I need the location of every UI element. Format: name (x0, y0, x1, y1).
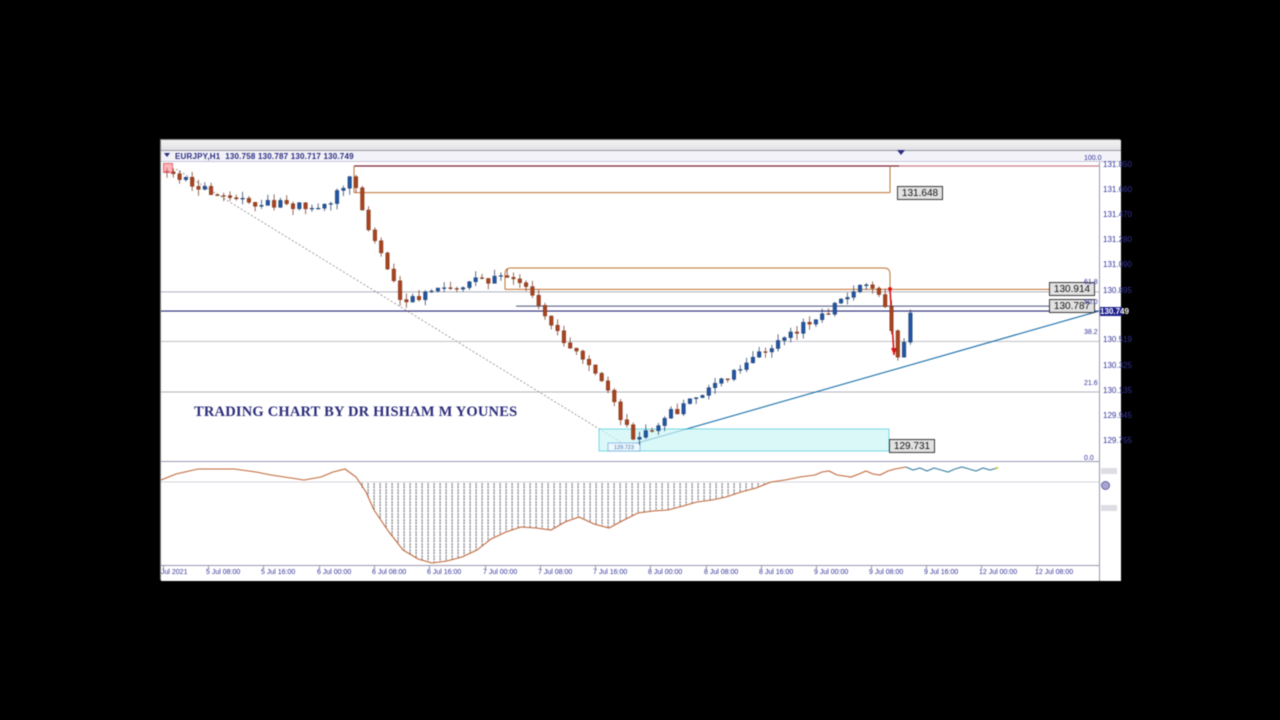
svg-text:129.723: 129.723 (614, 445, 634, 451)
